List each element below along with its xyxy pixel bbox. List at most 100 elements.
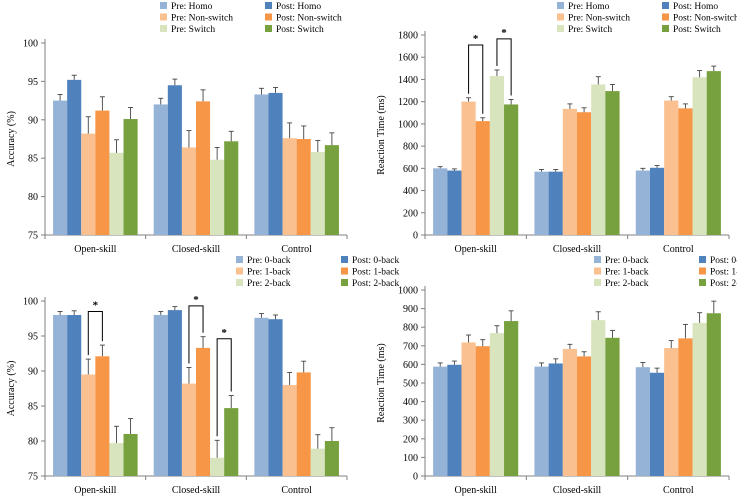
bar — [447, 364, 462, 476]
bar — [489, 333, 505, 476]
y-tick-label: 1000 — [398, 119, 418, 130]
y-tick-label: 100 — [403, 453, 418, 464]
x-tick-label: Control — [281, 485, 312, 496]
bar — [489, 76, 505, 235]
bar — [692, 322, 707, 476]
legend-swatch — [236, 279, 243, 286]
bar — [67, 315, 82, 476]
y-tick-label: 1000 — [398, 286, 418, 297]
bar — [562, 348, 577, 476]
significance-bracket — [87, 311, 103, 356]
bar — [153, 315, 168, 476]
legend-label: Pre: Switch — [171, 25, 215, 35]
bar — [167, 310, 182, 476]
legend-label: Pre: 0-back — [605, 256, 649, 266]
legend-swatch — [236, 256, 243, 263]
significance-marker: * — [501, 27, 507, 39]
bar — [664, 100, 679, 235]
legend-label: Post: 2-back — [352, 279, 399, 289]
bar — [548, 363, 563, 476]
bar — [692, 77, 707, 235]
bar — [95, 110, 110, 235]
bar — [181, 383, 196, 476]
y-axis-title: Accuracy (%) — [6, 111, 17, 167]
bar — [296, 139, 311, 235]
bar — [591, 84, 606, 235]
y-tick-label: 1400 — [398, 75, 418, 86]
bar — [310, 152, 325, 235]
x-tick-label: Control — [663, 244, 694, 255]
legend-label: Post: Switch — [276, 25, 324, 35]
legend-label: Pre: Switch — [568, 25, 612, 35]
bar — [577, 356, 592, 476]
legend-label: Pre: 0-back — [247, 256, 291, 266]
legend-label: Pre: Homo — [171, 2, 213, 12]
bar — [475, 346, 490, 476]
x-tick-label: Closed-skill — [172, 485, 221, 496]
y-tick-label: 900 — [403, 304, 418, 315]
bar — [81, 374, 96, 476]
legend-label: Pre: 2-back — [605, 279, 649, 289]
y-tick-label: 80 — [28, 192, 38, 203]
bar — [123, 119, 138, 235]
bar — [664, 348, 679, 476]
chart-panel-bottom-right: 0 100 200 300 400 500 600 700 800 900 1000 Reaction… — [376, 256, 737, 496]
bar — [447, 170, 462, 235]
legend-swatch — [594, 256, 601, 263]
y-tick-label: 85 — [28, 154, 38, 165]
y-tick-label: 400 — [403, 186, 418, 197]
bar — [95, 356, 110, 476]
legend-swatch — [265, 25, 272, 32]
y-tick-label: 0 — [413, 472, 418, 483]
bar — [548, 171, 563, 235]
legend-swatch — [662, 13, 669, 21]
legend-label: Post: Switch — [673, 25, 721, 35]
legend-label: Pre: Non-switch — [568, 14, 630, 24]
legend-label: Pre: 2-back — [247, 279, 291, 289]
legend-swatch — [557, 25, 564, 32]
bar — [310, 448, 325, 476]
bar — [224, 408, 239, 476]
bar — [678, 338, 693, 476]
y-tick-label: 800 — [403, 323, 418, 334]
significance-bracket — [496, 38, 512, 96]
significance-marker: * — [193, 294, 199, 306]
y-tick-label: 800 — [403, 142, 418, 153]
y-tick-label: 500 — [403, 379, 418, 390]
bar — [591, 320, 606, 476]
y-axis-title: Accuracy (%) — [6, 361, 17, 417]
y-tick-label: 75 — [28, 231, 38, 242]
legend-swatch — [341, 279, 348, 286]
y-tick-label: 0 — [413, 231, 418, 242]
legend-swatch — [699, 256, 706, 263]
y-tick-label: 80 — [28, 437, 38, 448]
legend-label: Post: 0-back — [710, 256, 737, 266]
bar — [534, 366, 549, 476]
legend-label: Pre: Homo — [568, 2, 610, 12]
x-tick-label: Open-skill — [455, 485, 497, 496]
legend-swatch — [557, 2, 564, 9]
y-tick-label: 100 — [23, 39, 38, 50]
bar — [81, 133, 96, 235]
x-tick-label: Closed-skill — [172, 244, 221, 255]
legend-label: Post: Homo — [276, 2, 321, 12]
legend-swatch — [341, 256, 348, 263]
x-tick-label: Open-skill — [74, 244, 116, 255]
y-tick-label: 85 — [28, 402, 38, 413]
bar — [706, 71, 721, 235]
legend-swatch — [341, 267, 348, 275]
legend-swatch — [699, 279, 706, 286]
bar — [649, 372, 665, 476]
y-tick-label: 1800 — [398, 31, 418, 42]
legend-swatch — [594, 279, 601, 286]
legend-swatch — [265, 2, 272, 9]
legend-label: Post: 2-back — [710, 279, 737, 289]
y-tick-label: 100 — [23, 297, 38, 308]
y-tick-label: 400 — [403, 397, 418, 408]
bar — [153, 104, 168, 235]
bar — [324, 145, 339, 235]
legend-label: Post: 1-back — [710, 268, 737, 278]
legend-swatch — [662, 25, 669, 32]
chart-panel-top-left: 75 80 85 90 95 100 Accuracy (%) Open-skill Close… — [6, 2, 348, 255]
